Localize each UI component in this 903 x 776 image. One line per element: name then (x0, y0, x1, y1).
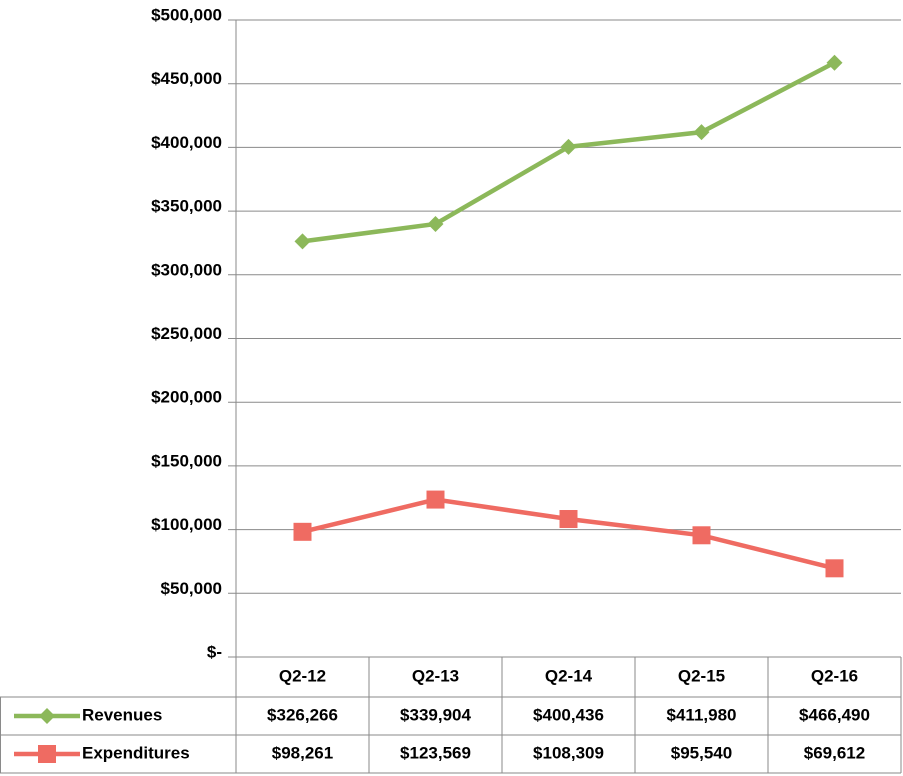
table-value: $400,436 (533, 705, 604, 724)
x-tick-label: Q2-15 (678, 666, 725, 685)
legend-label: Expenditures (82, 743, 190, 762)
point (559, 510, 578, 529)
y-tick-label: $100,000 (151, 515, 222, 534)
y-tick-label: $300,000 (151, 260, 222, 279)
table-value: $123,569 (400, 743, 471, 762)
table-value: $108,309 (533, 743, 604, 762)
x-tick-label: Q2-16 (811, 666, 858, 685)
point (560, 138, 577, 155)
x-tick-label: Q2-12 (279, 666, 326, 685)
x-tick-label: Q2-14 (545, 666, 593, 685)
y-tick-label: $500,000 (151, 5, 222, 24)
point (294, 233, 311, 250)
y-tick-label: $350,000 (151, 197, 222, 216)
y-tick-label: $- (207, 642, 222, 661)
table-value: $411,980 (667, 705, 737, 724)
table-value: $98,261 (272, 743, 333, 762)
table-value: $339,904 (400, 705, 471, 724)
x-tick-label: Q2-13 (412, 666, 459, 685)
table-value: $69,612 (804, 743, 865, 762)
series-line (301, 497, 836, 571)
point (692, 526, 711, 545)
point (427, 215, 444, 232)
point (825, 559, 844, 578)
legend-marker (38, 745, 56, 763)
point (426, 490, 445, 509)
legend-marker (39, 708, 55, 724)
y-tick-label: $200,000 (151, 388, 222, 407)
y-tick-label: $400,000 (151, 133, 222, 152)
table-value: $95,540 (671, 743, 732, 762)
y-tick-label: $50,000 (161, 579, 222, 598)
legend-label: Revenues (82, 705, 162, 724)
table-value: $466,490 (799, 705, 870, 724)
y-tick-label: $150,000 (151, 451, 222, 470)
point (293, 522, 312, 541)
point (826, 54, 843, 71)
point (693, 124, 710, 141)
table-value: $326,266 (267, 705, 338, 724)
y-tick-label: $450,000 (151, 69, 222, 88)
y-tick-label: $250,000 (151, 324, 222, 343)
